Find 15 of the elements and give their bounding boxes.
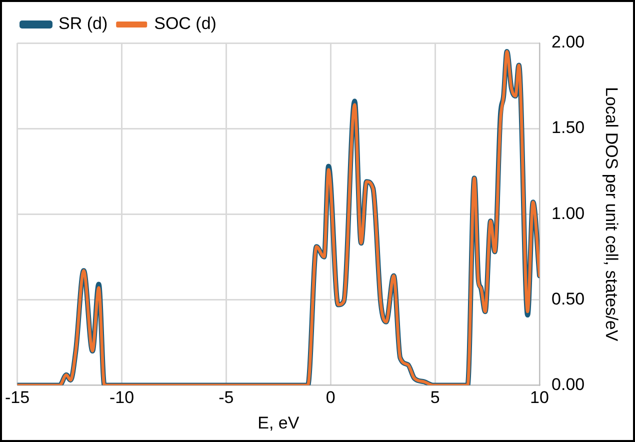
- y-tick-label: 0.00: [552, 374, 585, 394]
- x-axis-title: E, eV: [258, 413, 300, 432]
- x-tick-label: 10: [530, 388, 549, 408]
- y-tick-label: 1.50: [552, 118, 585, 138]
- legend-label: SR (d): [58, 14, 108, 34]
- y-axis-title: Local DOS per unit cell, states/eV: [602, 87, 622, 342]
- x-tick-label: -15: [4, 388, 30, 408]
- x-tick-label: -10: [109, 388, 134, 408]
- y-tick-label: 0.50: [552, 289, 585, 308]
- x-tick-label: -5: [218, 388, 234, 408]
- x-tick-label: 5: [430, 388, 440, 408]
- x-tick-label: 0: [326, 388, 336, 408]
- legend-label: SOC (d): [154, 14, 216, 34]
- y-tick-label: 2.00: [552, 32, 585, 52]
- y-tick-label: 1.00: [552, 204, 585, 223]
